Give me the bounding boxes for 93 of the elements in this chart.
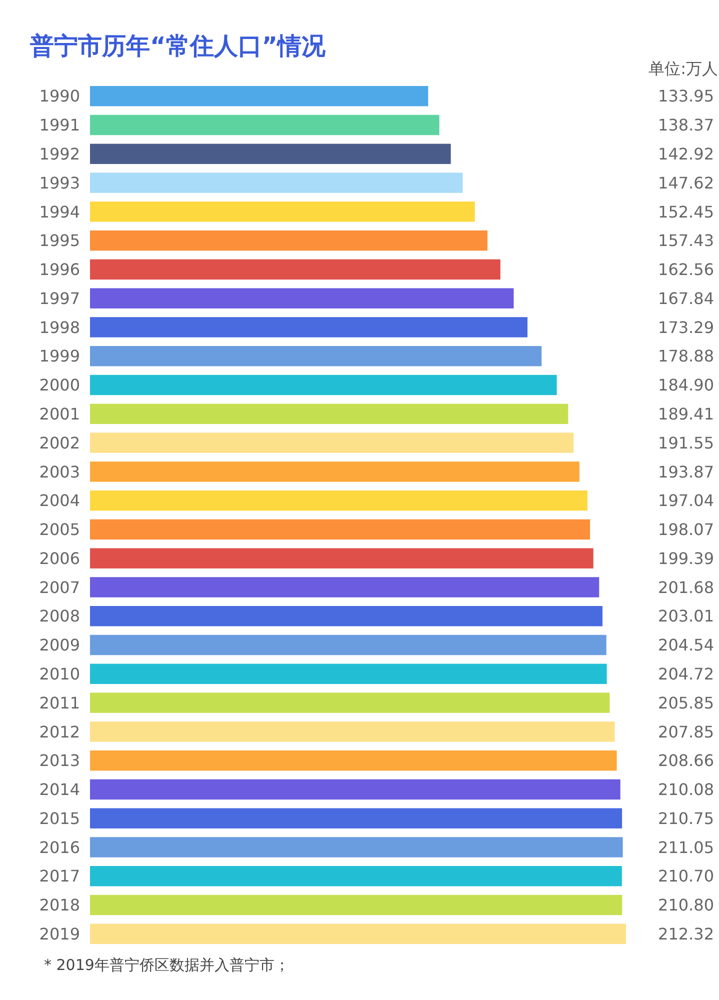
data-label: 197.04	[658, 491, 714, 510]
bar	[90, 374, 557, 396]
y-tick-label: 1990	[39, 86, 80, 106]
bar	[90, 924, 626, 944]
data-label: 147.62	[658, 173, 714, 192]
bar	[90, 202, 475, 222]
y-tick-label: 2011	[39, 693, 80, 712]
data-label: 205.85	[658, 693, 714, 712]
y-tick-label: 2005	[39, 520, 80, 540]
y-tick-label: 2006	[39, 548, 80, 568]
bar	[90, 634, 606, 656]
data-label: 178.88	[658, 346, 714, 366]
bar	[90, 808, 622, 828]
data-label: 212.32	[658, 924, 714, 944]
bar	[90, 172, 463, 193]
data-label: 204.72	[658, 664, 714, 684]
data-label: 203.01	[658, 606, 714, 626]
data-label: 133.95	[658, 86, 714, 106]
data-label: 211.05	[658, 838, 714, 857]
y-tick-label: 2013	[39, 751, 80, 770]
y-tick-label: 2001	[39, 404, 80, 424]
bar	[90, 288, 514, 308]
y-tick-label: 2019	[39, 924, 80, 944]
y-tick-label: 2008	[39, 606, 80, 626]
data-label: 198.07	[658, 520, 714, 540]
data-label: 162.56	[658, 260, 714, 280]
data-label: 157.43	[658, 231, 714, 250]
data-label: 204.54	[658, 636, 714, 655]
y-tick-label: 2015	[39, 808, 80, 828]
y-tick-label: 2018	[39, 896, 80, 915]
bar	[90, 779, 620, 800]
data-label: 210.75	[658, 808, 714, 828]
data-label: 167.84	[658, 288, 714, 308]
data-label: 193.87	[658, 462, 714, 482]
bar	[90, 722, 615, 742]
data-label: 208.66	[658, 751, 714, 770]
bar	[90, 432, 574, 453]
bar	[90, 462, 580, 482]
data-label: 152.45	[658, 202, 714, 222]
y-tick-label: 2009	[39, 636, 80, 655]
bar	[90, 144, 451, 164]
y-tick-label: 1991	[39, 116, 80, 135]
y-tick-label: 1993	[39, 173, 80, 192]
y-tick-label: 2000	[39, 376, 80, 395]
y-tick-label: 2012	[39, 722, 80, 742]
data-label: 142.92	[658, 144, 714, 164]
bar	[90, 894, 622, 916]
bar	[90, 548, 594, 568]
bar	[90, 490, 588, 511]
y-tick-label: 1995	[39, 231, 80, 250]
data-label: 210.70	[658, 866, 714, 886]
data-label: 189.41	[658, 404, 714, 424]
bar	[90, 86, 428, 106]
bar	[90, 519, 590, 540]
bar	[90, 230, 488, 251]
bar	[90, 404, 568, 424]
data-label: 210.80	[658, 896, 714, 915]
data-label: 191.55	[658, 433, 714, 452]
y-tick-label: 2003	[39, 462, 80, 482]
y-tick-label: 1998	[39, 318, 80, 337]
bar	[90, 606, 602, 626]
bar	[90, 577, 600, 598]
data-label: 184.90	[658, 376, 714, 395]
data-label: 207.85	[658, 722, 714, 742]
y-tick-label: 1996	[39, 260, 80, 280]
y-tick-label: 1997	[39, 288, 80, 308]
bar	[90, 346, 542, 366]
y-tick-label: 2004	[39, 491, 80, 510]
text: 单位:万人	[648, 59, 718, 78]
data-label: 210.08	[658, 780, 714, 800]
bar	[90, 664, 607, 684]
bar	[90, 317, 528, 338]
bar	[90, 259, 500, 280]
y-tick-label: 2002	[39, 433, 80, 452]
y-tick-label: 2016	[39, 838, 80, 857]
data-label: 199.39	[658, 548, 714, 568]
chart-title: 普宁市历年“常住人口”情况	[29, 32, 327, 60]
data-label: 201.68	[658, 578, 714, 597]
bar	[90, 866, 622, 886]
y-tick-label: 2017	[39, 866, 80, 886]
y-tick-label: 1992	[39, 144, 80, 164]
bar	[90, 750, 617, 771]
y-tick-label: 2014	[39, 780, 80, 800]
bar	[90, 114, 440, 136]
text: * 2019年普宁侨区数据并入普宁市；	[44, 956, 290, 974]
bar	[90, 692, 610, 713]
data-label: 138.37	[658, 116, 714, 135]
y-tick-label: 2007	[39, 578, 80, 597]
bar	[90, 837, 623, 858]
data-label: 173.29	[658, 318, 714, 337]
y-tick-label: 1994	[39, 202, 80, 222]
y-tick-label: 1999	[39, 346, 80, 366]
y-tick-label: 2010	[39, 664, 80, 684]
